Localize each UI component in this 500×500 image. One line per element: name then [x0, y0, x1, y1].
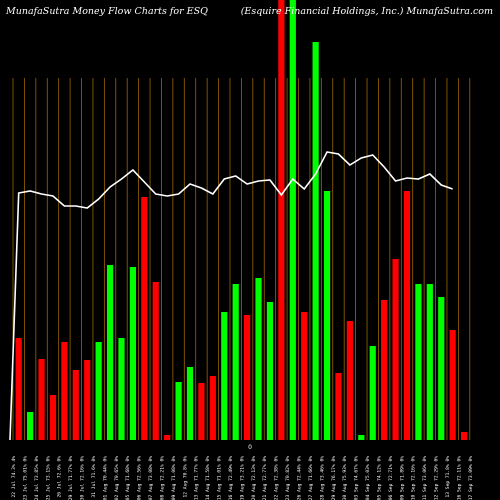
- x-tick-label: Fri 26 Jul 72.6% 0%: [57, 456, 63, 500]
- x-tick-label: Thu 25 Jul 73.15% 0%: [45, 456, 51, 500]
- x-tick-label: Thu 05 Sep 74.12% 0%: [376, 456, 382, 500]
- chart-title-right: (Esquire Financial Holdings, Inc.) Munaf…: [241, 6, 493, 17]
- x-tick-label: Mon 09 Sep 71.89% 0%: [399, 456, 405, 500]
- x-tick-label: Mon 19 Aug 73.21% 0%: [239, 456, 245, 500]
- bar-31: [358, 435, 365, 440]
- bar-29: [335, 373, 342, 440]
- bar-24: [278, 0, 285, 440]
- bar-17: [198, 383, 205, 440]
- bar-22: [255, 278, 262, 440]
- x-tick-label: Wed 07 Aug 73.08% 0%: [148, 456, 154, 500]
- x-tick-label: Thu 12 Sep 72.29% 0%: [434, 456, 440, 500]
- bar-16: [186, 367, 194, 440]
- bar-37: [426, 284, 433, 440]
- baseline-label: 0: [248, 444, 252, 451]
- bar-26: [301, 312, 308, 440]
- bar-10: [118, 338, 125, 440]
- x-tick-label: Thu 29 Aug 76.17% 0%: [331, 456, 337, 500]
- bar-28: [323, 191, 331, 440]
- x-tick-label: Tue 10 Sep 72.16% 0%: [411, 456, 417, 500]
- x-tick-label: Fri 16 Aug 72.49% 0%: [228, 456, 234, 500]
- x-tick-label: Tue 30 Jul 72.16% 0%: [80, 456, 86, 500]
- x-tick-label: Fri 09 Aug 71.08% 0%: [171, 456, 177, 500]
- gridlines: [12, 78, 471, 440]
- bar-3: [38, 359, 45, 440]
- bar-9: [106, 265, 114, 440]
- bar-15: [175, 382, 182, 440]
- x-tick-label: Tue 03 Sep 74.67% 0%: [354, 456, 360, 500]
- x-tick-label: Thu 15 Aug 71.01% 0%: [217, 456, 223, 500]
- bar-23: [266, 302, 274, 440]
- bar-14: [164, 435, 171, 440]
- line-overlay: [9, 151, 453, 441]
- x-tick-label: Wed 28 Aug 73.46% 0%: [319, 456, 325, 500]
- x-tick-label: Thu 22 Aug 72.38% 0%: [274, 456, 280, 500]
- bar-13: [152, 282, 159, 440]
- x-tick-label: Wed 04 Sep 75.03% 0%: [365, 456, 371, 500]
- bar-34: [392, 259, 399, 440]
- bar-4: [49, 395, 57, 440]
- x-tick-label: Mon 29 Jul 71.77% 0%: [68, 456, 74, 500]
- bar-6: [72, 370, 79, 440]
- x-tick-label: Thu 08 Aug 72.21% 0%: [159, 456, 165, 500]
- x-tick-label: Tue 17 Sep 73.09% 0%: [468, 456, 474, 500]
- x-tick-label: Tue 13 Aug 71.77% 0%: [194, 456, 200, 500]
- x-tick-label: Mon 26 Aug 72.44% 0%: [297, 456, 303, 500]
- bar-38: [438, 297, 445, 440]
- x-tick-label: Fri 13 Sep 71.8% 0%: [445, 456, 451, 500]
- x-tick-labels: Mon 22 Jul 74.3% 4% Tue 23 Jul 75.01% 0% W…: [11, 456, 474, 500]
- bar-39: [449, 330, 456, 440]
- x-tick-label: Tue 23 Jul 75.01% 0%: [22, 456, 28, 500]
- chart-title-left: MunafaSutra Money Flow Charts for ESQ: [5, 6, 208, 17]
- x-tick-label: Wed 31 Jul 71.6% 0%: [91, 456, 97, 500]
- bar-35: [403, 191, 411, 440]
- x-tick-label: Tue 27 Aug 71.66% 0%: [308, 456, 314, 500]
- x-tick-label: Fri 06 Sep 72.71% 0%: [388, 456, 394, 500]
- x-tick-label: Mon 22 Jul 74.3% 4%: [11, 456, 17, 500]
- bar-27: [312, 42, 319, 440]
- bar-36: [415, 284, 422, 440]
- bar-12: [141, 197, 148, 440]
- money-flow-line: [9, 151, 453, 441]
- x-tick-label: Tue 20 Aug 72.13% 0%: [251, 456, 257, 500]
- x-tick-label: Thu 01 Aug 70.44% 0%: [102, 456, 108, 500]
- x-tick-label: Fri 30 Aug 75.93% 0%: [342, 456, 348, 500]
- bar-25: [289, 0, 296, 440]
- x-tick-label: Mon 05 Aug 71.68% 0%: [125, 456, 131, 500]
- bar-18: [209, 376, 216, 440]
- x-tick-label: Wed 24 Jul 73.85% 0%: [34, 456, 40, 500]
- bar-40: [460, 432, 468, 440]
- x-tick-label: Wed 21 Aug 72.77% 0%: [262, 456, 268, 500]
- x-tick-label: Wed 11 Sep 73.06% 0%: [422, 456, 428, 500]
- x-tick-label: Mon 12 Aug 70.8% 0%: [182, 456, 188, 500]
- x-tick-label: Mon 16 Sep 72.11% 0%: [456, 456, 462, 500]
- x-tick-label: Fri 02 Aug 70.65% 0%: [114, 456, 120, 500]
- bar-33: [381, 300, 388, 440]
- bars: [15, 0, 468, 440]
- x-tick-label: Fri 23 Aug 70.82% 0%: [285, 456, 291, 500]
- bar-11: [129, 267, 137, 440]
- bar-2: [27, 412, 34, 440]
- bar-19: [221, 312, 228, 440]
- x-tick-label: Tue 06 Aug 72.56% 0%: [137, 456, 143, 500]
- bar-21: [244, 315, 251, 440]
- bar-30: [346, 321, 353, 440]
- bar-20: [232, 284, 239, 440]
- bar-5: [61, 342, 68, 440]
- x-tick-label: Wed 14 Aug 71.58% 0%: [205, 456, 211, 500]
- bar-1: [15, 338, 22, 440]
- bar-7: [84, 360, 91, 440]
- bar-32: [369, 346, 376, 440]
- bar-8: [95, 342, 102, 440]
